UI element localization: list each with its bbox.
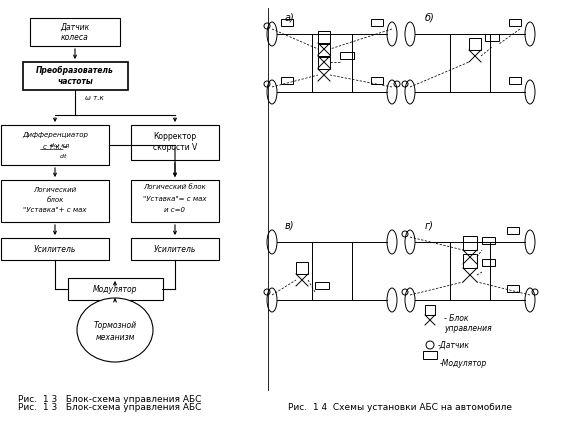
Text: и с=0: и с=0 bbox=[164, 207, 185, 213]
Bar bbox=[30, 18, 120, 46]
Text: Рис.  1 3   Блок-схема управления АБС: Рис. 1 3 Блок-схема управления АБС bbox=[18, 396, 202, 404]
Text: в): в) bbox=[285, 220, 294, 230]
Ellipse shape bbox=[405, 230, 415, 254]
Bar bbox=[463, 254, 477, 268]
Bar bbox=[509, 77, 521, 84]
Bar bbox=[1, 180, 109, 222]
Ellipse shape bbox=[387, 22, 397, 46]
Bar bbox=[23, 62, 128, 90]
Text: dt: dt bbox=[54, 154, 66, 159]
Text: -Датчик: -Датчик bbox=[438, 340, 470, 349]
Ellipse shape bbox=[525, 22, 535, 46]
Bar bbox=[315, 282, 329, 289]
Ellipse shape bbox=[387, 80, 397, 104]
Text: dω кд: dω кд bbox=[50, 142, 70, 148]
Text: г): г) bbox=[425, 220, 434, 230]
Text: управления: управления bbox=[444, 324, 492, 333]
Text: -Модулятор: -Модулятор bbox=[440, 359, 487, 368]
Bar bbox=[281, 19, 293, 26]
Ellipse shape bbox=[77, 298, 153, 362]
Bar bbox=[463, 236, 477, 250]
Bar bbox=[318, 31, 330, 43]
Text: б): б) bbox=[425, 12, 435, 22]
Text: Рис.  1 4  Схемы установки АБС на автомобиле: Рис. 1 4 Схемы установки АБС на автомоби… bbox=[288, 404, 512, 413]
Text: ───────: ─────── bbox=[23, 148, 63, 153]
Text: а): а) bbox=[285, 12, 295, 22]
Bar bbox=[318, 44, 330, 56]
Text: механизм: механизм bbox=[95, 332, 135, 341]
Text: Дифференциатор: Дифференциатор bbox=[22, 132, 88, 138]
Bar bbox=[1, 238, 109, 260]
Bar bbox=[507, 227, 519, 234]
Text: Датчик
колеса: Датчик колеса bbox=[60, 22, 90, 42]
Bar bbox=[68, 278, 163, 300]
Bar bbox=[1, 125, 109, 165]
Bar bbox=[469, 38, 481, 50]
Bar bbox=[507, 285, 519, 292]
Ellipse shape bbox=[525, 80, 535, 104]
Bar bbox=[371, 19, 383, 26]
Bar bbox=[425, 305, 435, 315]
Bar bbox=[131, 125, 219, 160]
Ellipse shape bbox=[525, 288, 535, 312]
Bar bbox=[131, 180, 219, 222]
Bar bbox=[371, 77, 383, 84]
Bar bbox=[482, 259, 495, 266]
Bar bbox=[296, 262, 308, 274]
Text: Логический: Логический bbox=[33, 187, 77, 193]
Ellipse shape bbox=[387, 288, 397, 312]
Ellipse shape bbox=[267, 22, 277, 46]
Bar bbox=[340, 52, 354, 59]
Ellipse shape bbox=[525, 230, 535, 254]
Text: блок: блок bbox=[46, 197, 64, 203]
Text: ω т.к: ω т.к bbox=[85, 95, 104, 101]
Bar bbox=[131, 238, 219, 260]
Ellipse shape bbox=[387, 230, 397, 254]
Text: Усилитель: Усилитель bbox=[34, 245, 76, 254]
Text: "Уставка"+ с мах: "Уставка"+ с мах bbox=[23, 207, 87, 213]
Text: Рис.  1 3   Блок-схема управления АБС: Рис. 1 3 Блок-схема управления АБС bbox=[18, 404, 202, 413]
Text: с т.к.=: с т.к.= bbox=[43, 144, 67, 150]
Ellipse shape bbox=[267, 80, 277, 104]
Bar bbox=[509, 19, 521, 26]
Text: Усилитель: Усилитель bbox=[154, 245, 196, 254]
Text: - Блок: - Блок bbox=[444, 314, 468, 323]
Text: Модулятор: Модулятор bbox=[93, 285, 137, 293]
Text: Корректор
скорости V: Корректор скорости V bbox=[153, 132, 197, 152]
Ellipse shape bbox=[405, 80, 415, 104]
Ellipse shape bbox=[267, 230, 277, 254]
Text: "Уставка"= с мах: "Уставка"= с мах bbox=[143, 196, 207, 202]
Ellipse shape bbox=[405, 22, 415, 46]
Bar bbox=[423, 351, 437, 359]
Ellipse shape bbox=[267, 288, 277, 312]
Text: Тормозной: Тормозной bbox=[94, 321, 137, 329]
Text: Преобразователь
частоты: Преобразователь частоты bbox=[36, 66, 114, 86]
Bar bbox=[281, 77, 293, 84]
Ellipse shape bbox=[405, 288, 415, 312]
Text: Логический блок: Логический блок bbox=[143, 185, 206, 191]
Bar bbox=[318, 57, 330, 69]
Bar bbox=[485, 34, 499, 41]
Bar bbox=[482, 237, 495, 244]
